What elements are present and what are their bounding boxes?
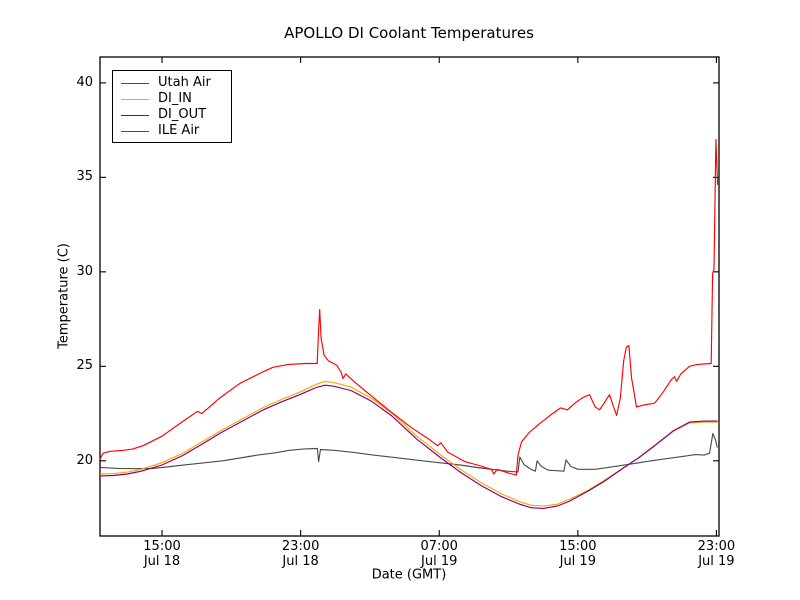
x-tick-label: 23:00 Jul 18 (282, 539, 319, 569)
x-tick-date: Jul 18 (143, 554, 181, 569)
series-line-di-out (99, 384, 718, 509)
legend-label: DI_OUT (158, 107, 207, 122)
series-line-di-in (99, 380, 718, 507)
x-tick-time: 15:00 (559, 539, 597, 554)
legend-line-di-in (121, 98, 149, 100)
x-tick-time: 23:00 (697, 539, 736, 554)
legend-item-ile-air: ILE Air (121, 123, 231, 139)
x-tick-label: 15:00 Jul 19 (559, 539, 596, 569)
y-tick-label: 40 (76, 74, 93, 90)
x-tick-label: 15:00 Jul 18 (143, 539, 180, 569)
legend: Utah Air DI_IN DI_OUT ILE Air (112, 70, 232, 143)
legend-label: Utah Air (158, 75, 211, 90)
x-tick-date: Jul 18 (282, 554, 319, 569)
legend-label: ILE Air (158, 123, 200, 138)
x-tick-time: 15:00 (143, 539, 181, 554)
y-tick-label: 25 (76, 358, 93, 374)
y-tick-label: 35 (76, 169, 93, 185)
axis-ticks (100, 57, 719, 536)
legend-item-di-out: DI_OUT (121, 107, 231, 123)
x-tick-label: 07:00 Jul 19 (420, 539, 457, 569)
x-tick-time: 23:00 (281, 539, 320, 554)
x-axis-label: Date (GMT) (371, 567, 447, 583)
legend-item-utah-air: Utah Air (121, 75, 231, 91)
x-tick-time: 07:00 (420, 539, 458, 554)
x-tick-label: 23:00 Jul 19 (698, 539, 735, 569)
x-tick-date: Jul 19 (698, 554, 735, 569)
legend-line-ile-air (121, 130, 149, 132)
series-lines (99, 139, 719, 509)
legend-line-utah-air (121, 82, 149, 84)
y-tick-label: 30 (76, 263, 93, 279)
y-axis-label: Temperature (C) (56, 243, 72, 349)
legend-item-di-in: DI_IN (121, 91, 231, 107)
series-line-utah-air (99, 432, 718, 473)
y-tick-label: 20 (76, 452, 93, 468)
x-tick-date: Jul 19 (559, 554, 596, 569)
x-tick-date: Jul 19 (421, 554, 458, 569)
plot-frame (99, 56, 720, 537)
chart-title: APOLLO DI Coolant Temperatures (284, 24, 534, 42)
legend-line-di-out (121, 114, 149, 116)
legend-label: DI_IN (158, 91, 192, 106)
series-line-ile-air (99, 139, 719, 476)
